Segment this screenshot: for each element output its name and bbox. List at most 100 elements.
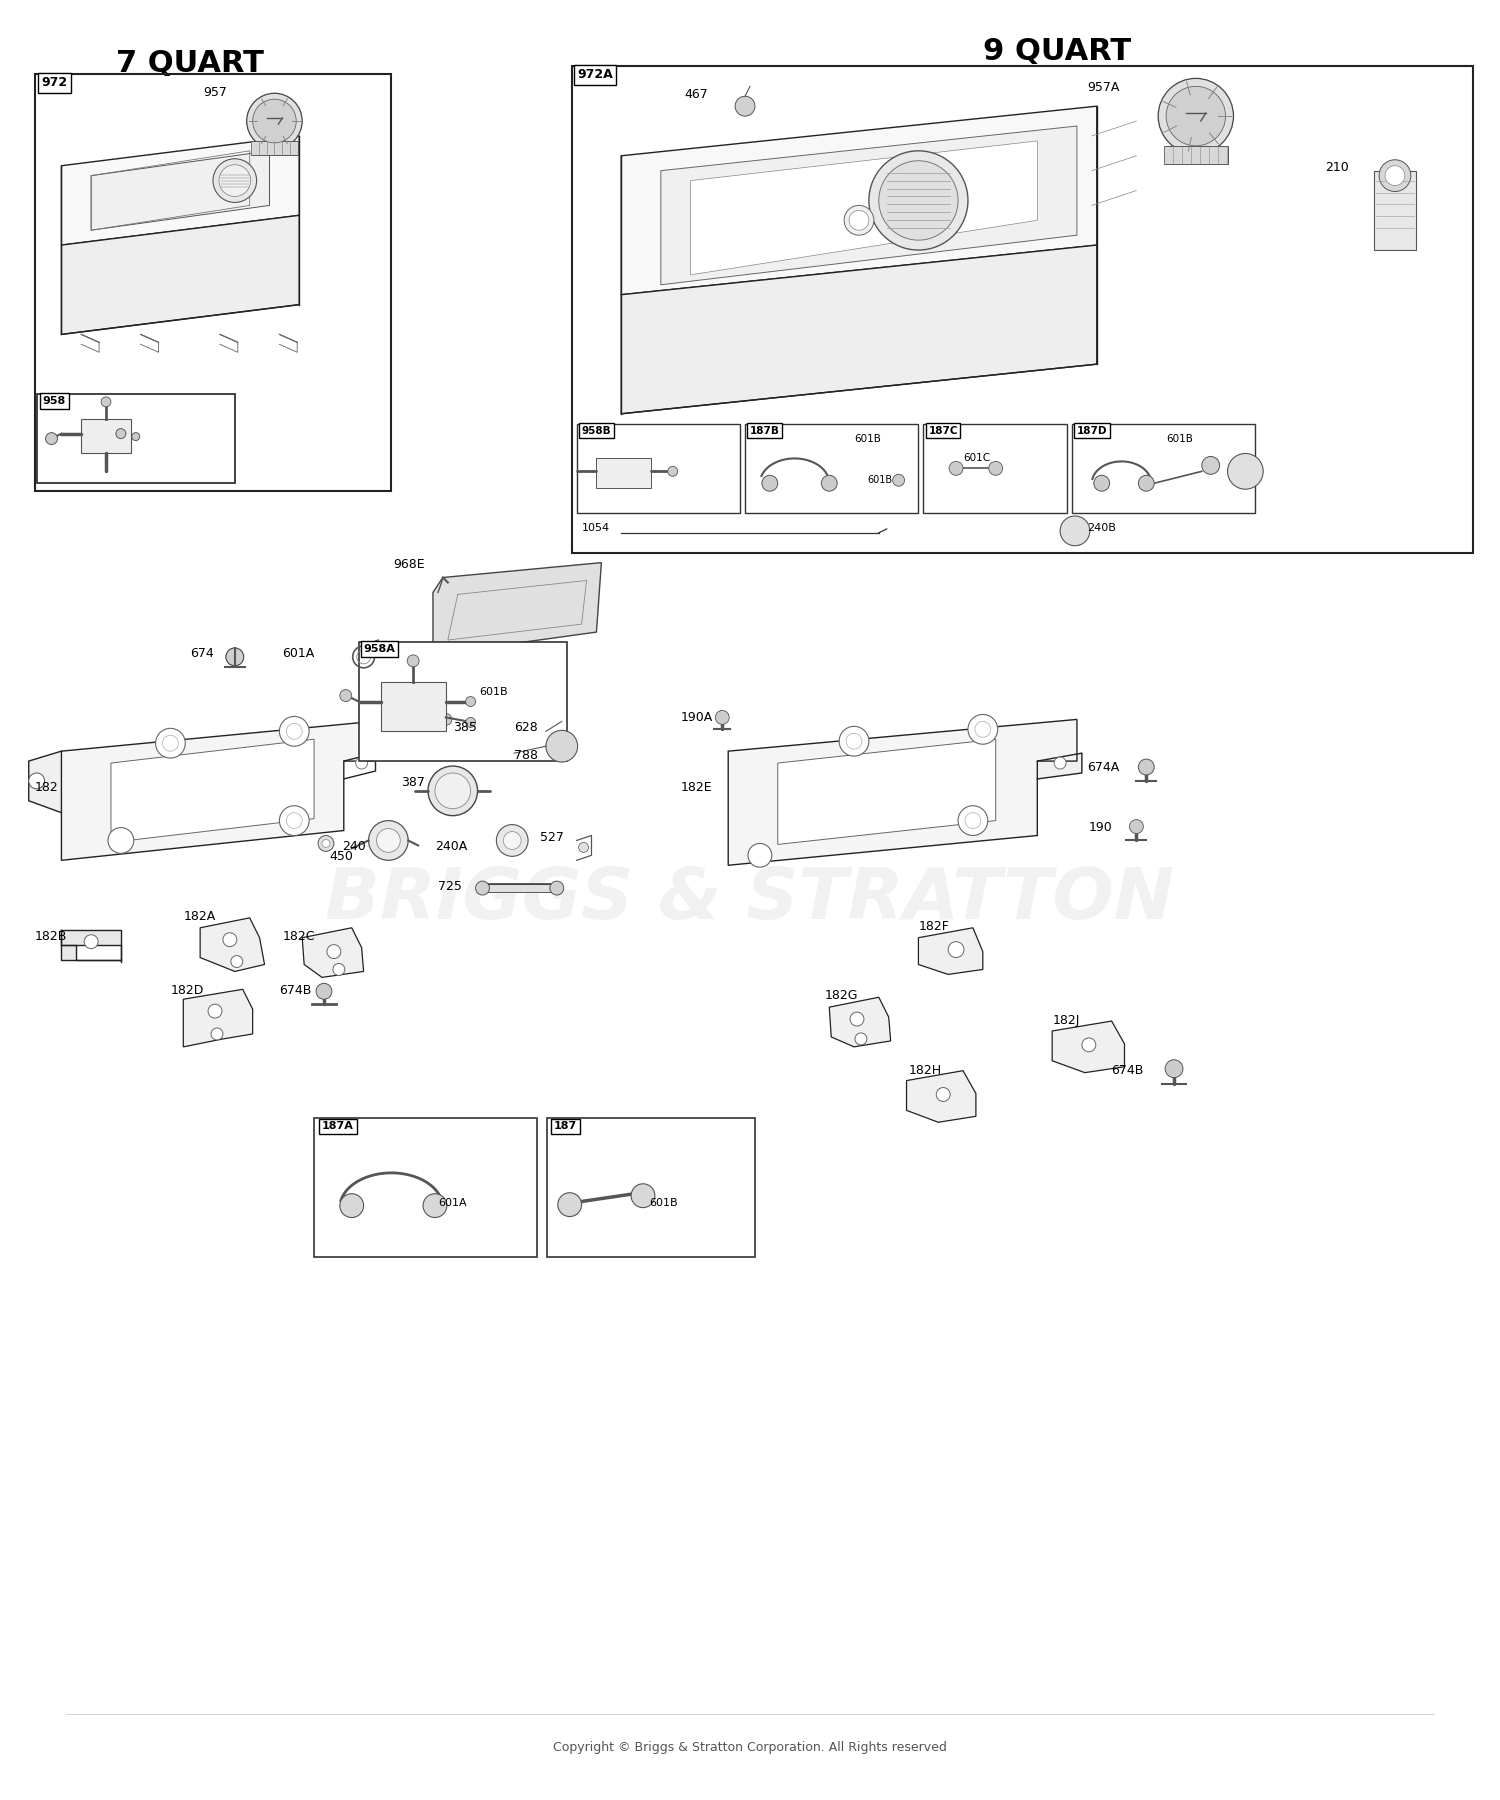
Polygon shape [62, 216, 298, 335]
Text: 190A: 190A [681, 711, 712, 724]
Text: 601B: 601B [480, 686, 508, 697]
Circle shape [1138, 760, 1154, 776]
Bar [1164, 146, 1227, 164]
Text: 674: 674 [190, 646, 214, 661]
Text: 190: 190 [1089, 821, 1113, 833]
Circle shape [376, 828, 400, 853]
Circle shape [735, 95, 754, 115]
Text: 182G: 182G [825, 990, 858, 1003]
Polygon shape [62, 931, 76, 959]
Polygon shape [183, 990, 252, 1048]
Circle shape [855, 1033, 867, 1044]
Circle shape [716, 711, 729, 724]
Circle shape [579, 842, 588, 853]
Polygon shape [111, 740, 314, 842]
Bar [548, 1118, 754, 1256]
Bar [1072, 423, 1256, 513]
Bar [1374, 171, 1416, 250]
Circle shape [369, 821, 408, 860]
Circle shape [427, 767, 477, 815]
Text: 182J: 182J [1052, 1013, 1080, 1028]
Bar [358, 643, 567, 761]
Circle shape [1202, 457, 1219, 475]
Circle shape [132, 432, 140, 441]
Bar [251, 140, 298, 155]
Circle shape [822, 475, 837, 491]
Circle shape [1094, 475, 1110, 491]
Polygon shape [690, 140, 1038, 275]
Bar [572, 67, 1473, 553]
Text: 601C: 601C [963, 454, 990, 463]
Circle shape [1378, 160, 1411, 191]
Polygon shape [62, 931, 122, 945]
Circle shape [162, 734, 178, 751]
Bar [381, 682, 446, 731]
Circle shape [224, 932, 237, 947]
Circle shape [156, 729, 186, 758]
Polygon shape [1038, 752, 1082, 779]
Circle shape [1130, 819, 1143, 833]
Text: 957A: 957A [1088, 81, 1119, 94]
Text: 628: 628 [514, 722, 538, 734]
Circle shape [406, 655, 418, 666]
Circle shape [850, 1012, 864, 1026]
Text: 182: 182 [34, 781, 58, 794]
Text: 958: 958 [42, 396, 66, 407]
Circle shape [84, 934, 98, 949]
Polygon shape [777, 740, 996, 844]
Text: 968E: 968E [393, 558, 424, 571]
Circle shape [846, 733, 862, 749]
Circle shape [504, 832, 520, 850]
Circle shape [28, 772, 45, 788]
Circle shape [550, 882, 564, 895]
Circle shape [748, 844, 772, 868]
Circle shape [892, 475, 904, 486]
Text: 187A: 187A [322, 1121, 354, 1130]
Circle shape [231, 956, 243, 967]
Bar [924, 423, 1066, 513]
Circle shape [968, 715, 998, 743]
Bar [81, 419, 130, 454]
Circle shape [213, 158, 256, 202]
Text: 187B: 187B [750, 425, 780, 436]
Text: 788: 788 [514, 749, 538, 761]
Circle shape [440, 713, 452, 725]
Text: 450: 450 [328, 850, 352, 864]
Polygon shape [621, 245, 1096, 414]
Circle shape [1060, 517, 1090, 545]
Circle shape [948, 941, 964, 958]
Circle shape [1166, 1060, 1184, 1078]
Circle shape [988, 461, 1002, 475]
Circle shape [1166, 86, 1226, 146]
Polygon shape [62, 137, 298, 245]
Text: 240A: 240A [435, 841, 466, 853]
Circle shape [226, 648, 243, 666]
Circle shape [423, 1193, 447, 1217]
Circle shape [116, 428, 126, 439]
Bar [36, 394, 236, 482]
Circle shape [286, 812, 302, 828]
Circle shape [356, 758, 368, 769]
Text: 674B: 674B [279, 985, 312, 997]
Circle shape [108, 828, 134, 853]
Text: 182C: 182C [282, 931, 315, 943]
Circle shape [975, 722, 990, 738]
Bar [314, 1118, 537, 1256]
Polygon shape [728, 720, 1077, 866]
Circle shape [1082, 1039, 1096, 1051]
Text: 210: 210 [1324, 160, 1348, 175]
Polygon shape [92, 151, 270, 230]
Polygon shape [302, 927, 363, 977]
Text: 725: 725 [438, 880, 462, 893]
Text: 7 QUART: 7 QUART [117, 49, 264, 77]
Text: 187C: 187C [928, 425, 958, 436]
Text: BRIGGS & STRATTON: BRIGGS & STRATTON [326, 866, 1174, 934]
Circle shape [1138, 475, 1154, 491]
Circle shape [318, 835, 334, 851]
Circle shape [279, 806, 309, 835]
Circle shape [100, 398, 111, 407]
Text: 601A: 601A [438, 1197, 466, 1208]
Circle shape [950, 461, 963, 475]
Circle shape [558, 1193, 582, 1217]
Text: 957: 957 [202, 86, 226, 99]
